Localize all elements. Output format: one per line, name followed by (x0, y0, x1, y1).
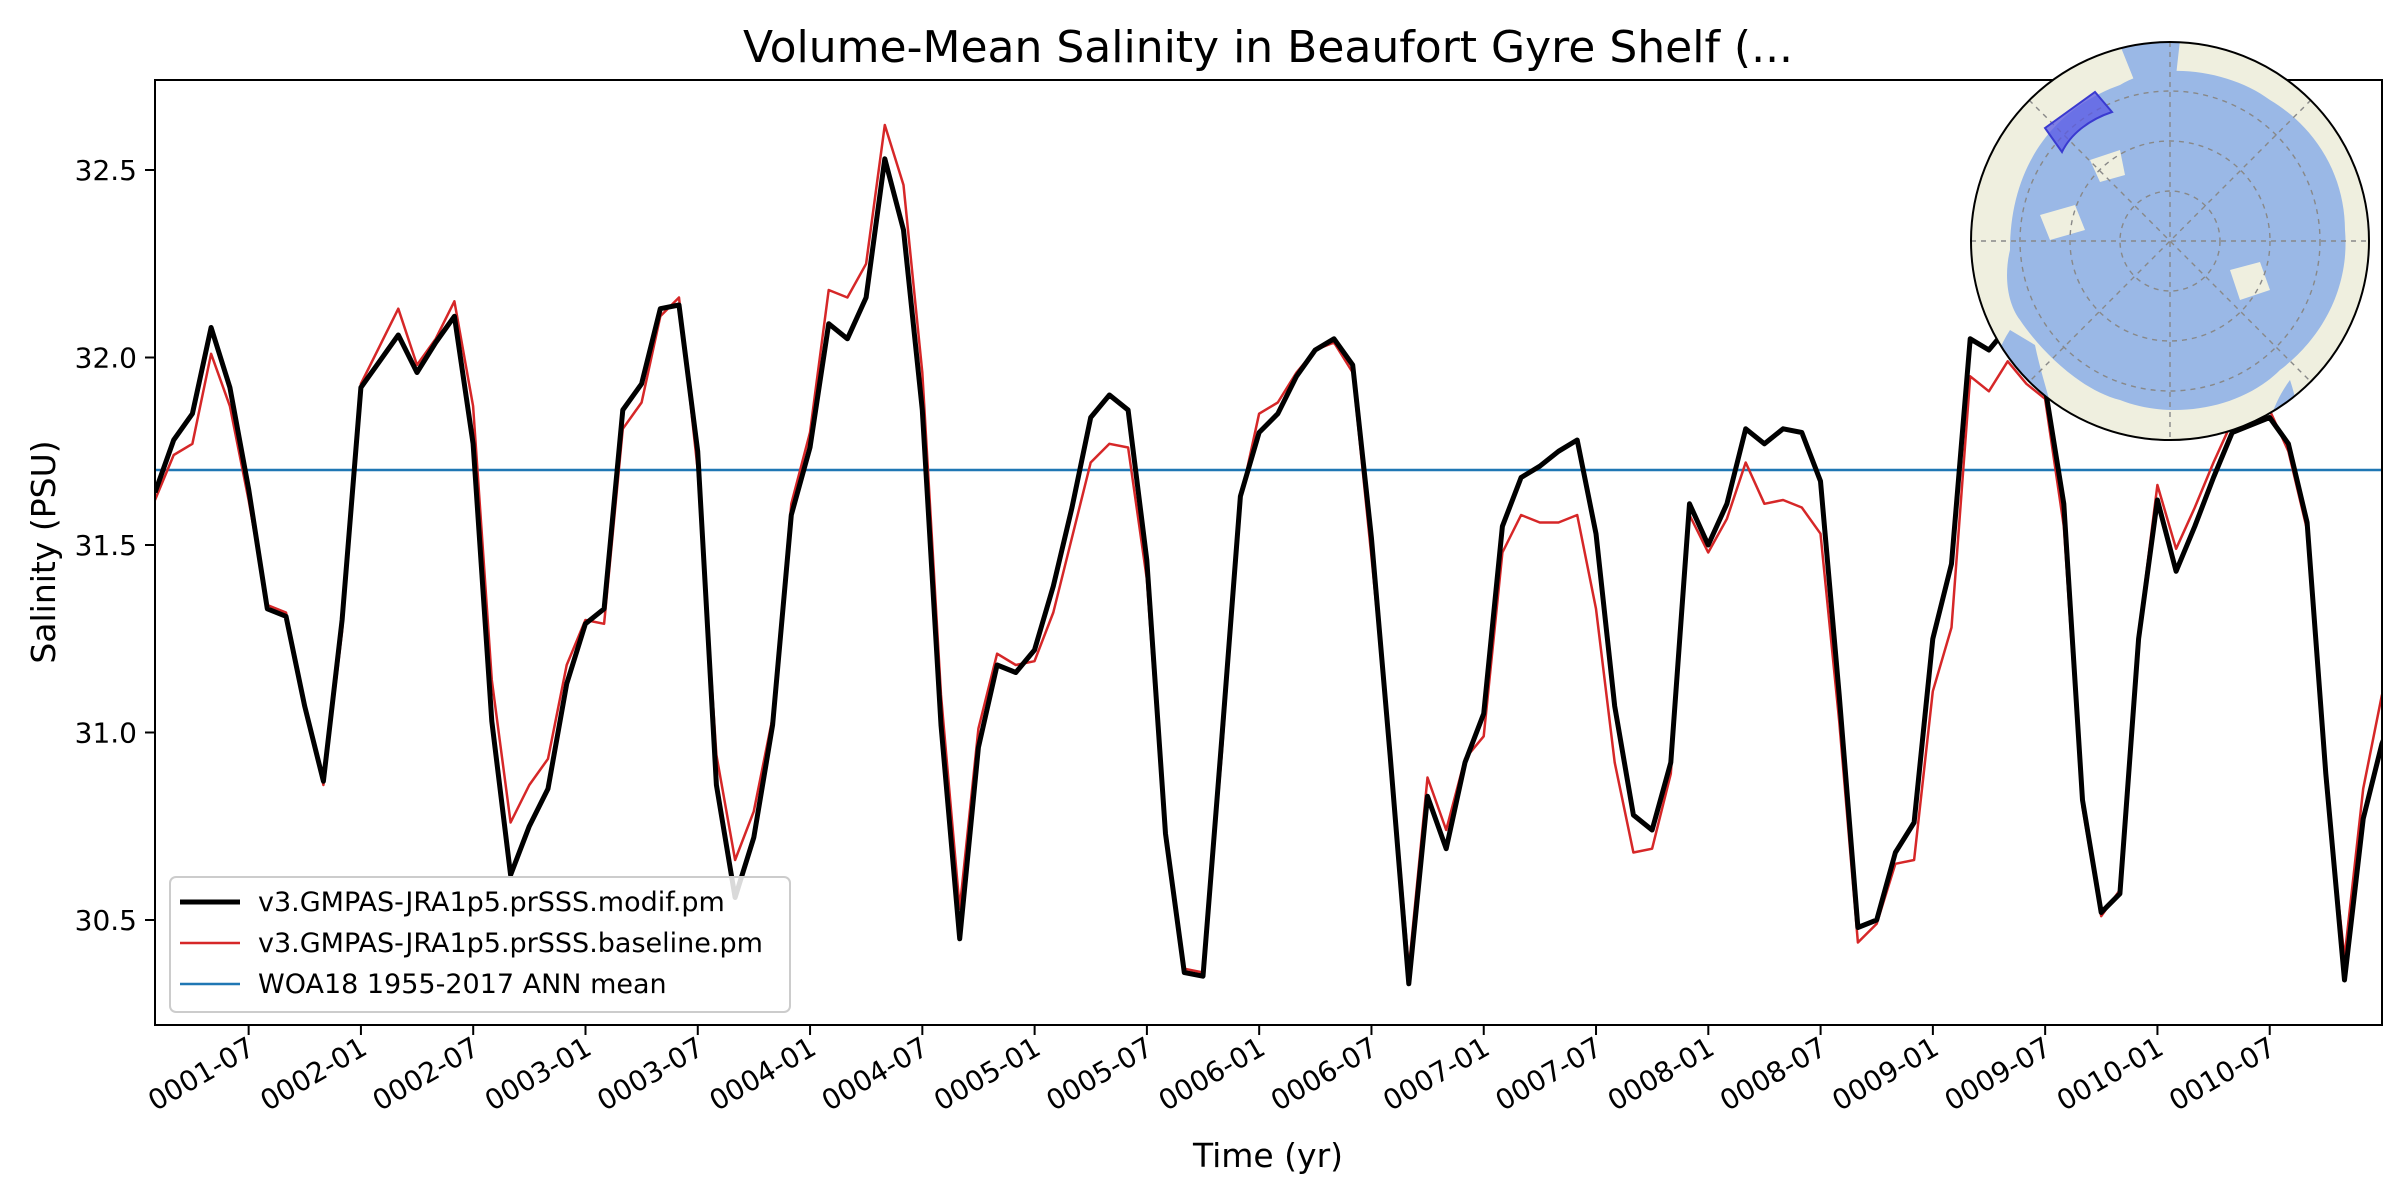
x-tick-label: 0005-01 (928, 1030, 1046, 1117)
x-tick-label: 0008-01 (1602, 1030, 1720, 1117)
x-tick-label: 0010-07 (2163, 1030, 2281, 1117)
y-tick-label: 32.0 (75, 342, 137, 375)
y-tick-label: 30.5 (75, 904, 137, 937)
chart-title: Volume-Mean Salinity in Beaufort Gyre Sh… (743, 22, 1793, 73)
legend-label-modif: v3.GMPAS-JRA1p5.prSSS.modif.pm (258, 887, 725, 918)
x-tick-label: 0009-01 (1827, 1030, 1945, 1117)
legend-label-woa18: WOA18 1955-2017 ANN mean (258, 969, 667, 1000)
arctic-polar-map-icon (1970, 41, 2370, 441)
y-axis-ticks: 30.5 31.0 31.5 32.0 32.5 (75, 154, 155, 937)
plot-frame (154, 79, 2383, 1026)
x-tick-label: 0003-01 (479, 1030, 597, 1117)
x-axis-label: Time (yr) (1192, 1136, 1343, 1175)
series-line-baseline (155, 123, 2382, 974)
y-tick-label: 32.5 (75, 154, 137, 187)
x-axis-ticks: 0001-070002-010002-070003-010003-070004-… (142, 1025, 2281, 1118)
x-tick-label: 0010-01 (2051, 1030, 2169, 1117)
y-axis-label: Salinity (PSU) (24, 440, 63, 663)
x-tick-label: 0002-01 (255, 1030, 373, 1117)
x-tick-label: 0002-07 (367, 1030, 485, 1117)
y-tick-label: 31.0 (75, 717, 137, 750)
legend-box (169, 876, 791, 1013)
legend-label-baseline: v3.GMPAS-JRA1p5.prSSS.baseline.pm (258, 928, 763, 959)
x-tick-label: 0004-01 (704, 1030, 822, 1117)
x-tick-label: 0007-07 (1490, 1030, 1608, 1117)
x-tick-label: 0009-07 (1939, 1030, 2057, 1117)
x-tick-label: 0004-07 (816, 1030, 934, 1117)
legend: v3.GMPAS-JRA1p5.prSSS.modif.pm v3.GMPAS-… (169, 876, 791, 1013)
x-tick-label: 0001-07 (142, 1030, 260, 1117)
x-tick-label: 0006-01 (1153, 1030, 1271, 1117)
x-tick-label: 0008-07 (1714, 1030, 1832, 1117)
x-tick-label: 0007-01 (1377, 1030, 1495, 1117)
x-tick-label: 0006-07 (1265, 1030, 1383, 1117)
x-tick-label: 0003-07 (591, 1030, 709, 1117)
y-tick-label: 31.5 (75, 529, 137, 562)
x-tick-label: 0005-07 (1041, 1030, 1159, 1117)
